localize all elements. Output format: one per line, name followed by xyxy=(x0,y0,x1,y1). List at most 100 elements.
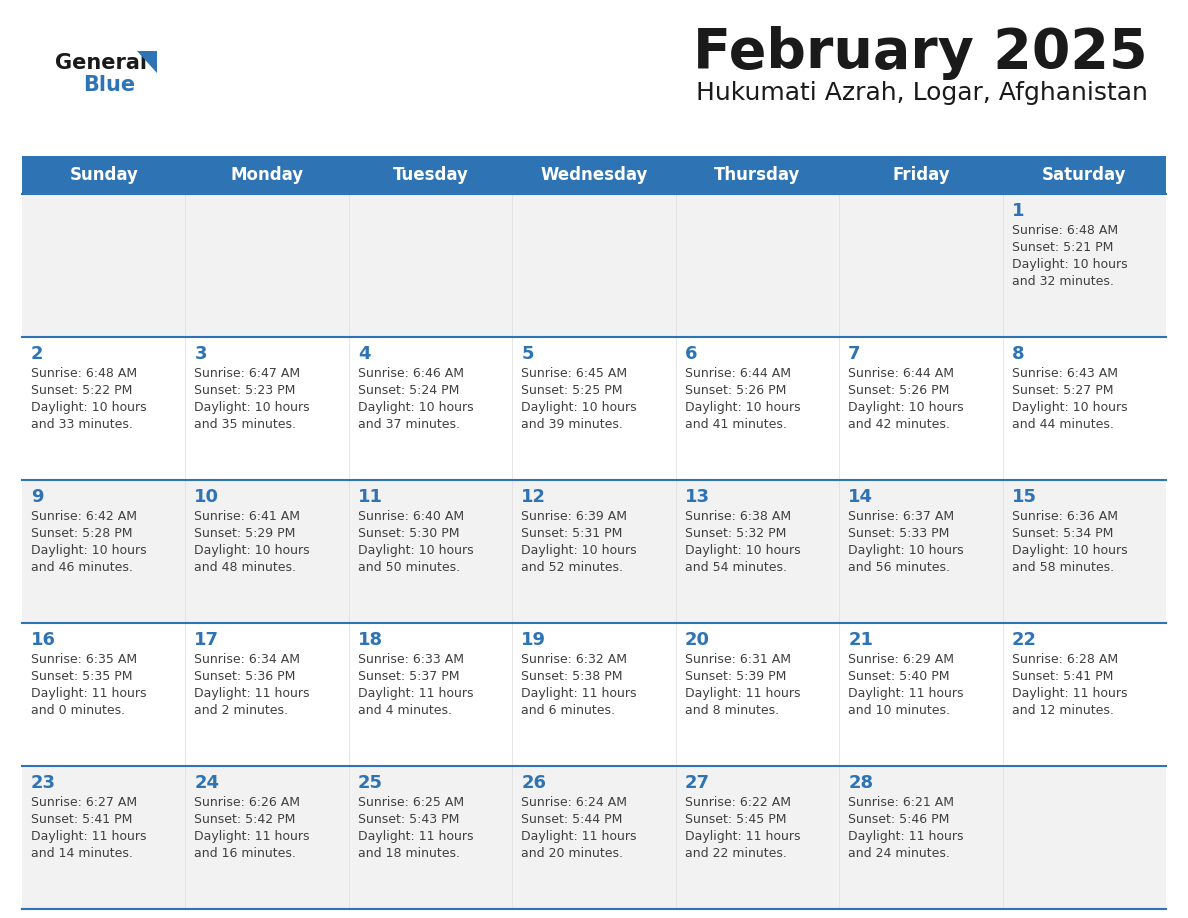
Text: Sunrise: 6:28 AM: Sunrise: 6:28 AM xyxy=(1011,653,1118,666)
Text: Daylight: 11 hours: Daylight: 11 hours xyxy=(358,830,473,843)
Text: 1: 1 xyxy=(1011,202,1024,220)
Text: Sunrise: 6:25 AM: Sunrise: 6:25 AM xyxy=(358,796,465,809)
Text: 12: 12 xyxy=(522,488,546,506)
Text: Sunset: 5:43 PM: Sunset: 5:43 PM xyxy=(358,813,460,826)
Text: Sunset: 5:37 PM: Sunset: 5:37 PM xyxy=(358,670,460,683)
Text: Sunset: 5:40 PM: Sunset: 5:40 PM xyxy=(848,670,949,683)
Text: and 6 minutes.: and 6 minutes. xyxy=(522,704,615,717)
Text: Daylight: 11 hours: Daylight: 11 hours xyxy=(522,830,637,843)
Text: Sunset: 5:36 PM: Sunset: 5:36 PM xyxy=(195,670,296,683)
Text: 23: 23 xyxy=(31,774,56,792)
Text: and 48 minutes.: and 48 minutes. xyxy=(195,561,297,574)
Text: Sunrise: 6:33 AM: Sunrise: 6:33 AM xyxy=(358,653,463,666)
Text: Sunset: 5:28 PM: Sunset: 5:28 PM xyxy=(31,527,133,540)
Text: 25: 25 xyxy=(358,774,383,792)
Text: and 44 minutes.: and 44 minutes. xyxy=(1011,418,1113,431)
Text: Sunset: 5:24 PM: Sunset: 5:24 PM xyxy=(358,384,460,397)
Text: 19: 19 xyxy=(522,631,546,649)
Text: 2: 2 xyxy=(31,345,44,363)
Text: and 8 minutes.: and 8 minutes. xyxy=(684,704,779,717)
Text: and 54 minutes.: and 54 minutes. xyxy=(684,561,786,574)
Bar xyxy=(23,337,1165,480)
Text: Sunrise: 6:27 AM: Sunrise: 6:27 AM xyxy=(31,796,137,809)
Text: 17: 17 xyxy=(195,631,220,649)
Text: Sunrise: 6:36 AM: Sunrise: 6:36 AM xyxy=(1011,510,1118,523)
Text: Daylight: 10 hours: Daylight: 10 hours xyxy=(848,544,963,557)
Text: and 41 minutes.: and 41 minutes. xyxy=(684,418,786,431)
Text: and 46 minutes.: and 46 minutes. xyxy=(31,561,133,574)
Text: Sunrise: 6:47 AM: Sunrise: 6:47 AM xyxy=(195,367,301,380)
Bar xyxy=(23,623,1165,766)
Text: and 58 minutes.: and 58 minutes. xyxy=(1011,561,1113,574)
Text: 16: 16 xyxy=(31,631,56,649)
Text: Daylight: 10 hours: Daylight: 10 hours xyxy=(358,401,474,414)
Text: 7: 7 xyxy=(848,345,860,363)
Text: and 39 minutes.: and 39 minutes. xyxy=(522,418,624,431)
Text: Daylight: 10 hours: Daylight: 10 hours xyxy=(1011,401,1127,414)
Text: Daylight: 11 hours: Daylight: 11 hours xyxy=(358,687,473,700)
Text: Friday: Friday xyxy=(892,166,949,184)
Text: Sunset: 5:26 PM: Sunset: 5:26 PM xyxy=(848,384,949,397)
Text: Tuesday: Tuesday xyxy=(392,166,468,184)
Text: 26: 26 xyxy=(522,774,546,792)
Text: and 14 minutes.: and 14 minutes. xyxy=(31,847,133,860)
Text: Daylight: 11 hours: Daylight: 11 hours xyxy=(684,687,801,700)
Text: Sunset: 5:34 PM: Sunset: 5:34 PM xyxy=(1011,527,1113,540)
Text: and 22 minutes.: and 22 minutes. xyxy=(684,847,786,860)
Text: Sunset: 5:21 PM: Sunset: 5:21 PM xyxy=(1011,241,1113,254)
Text: 4: 4 xyxy=(358,345,371,363)
Text: 13: 13 xyxy=(684,488,709,506)
Text: Sunset: 5:41 PM: Sunset: 5:41 PM xyxy=(31,813,132,826)
Text: Hukumati Azrah, Logar, Afghanistan: Hukumati Azrah, Logar, Afghanistan xyxy=(696,81,1148,105)
Text: 15: 15 xyxy=(1011,488,1037,506)
Text: Sunrise: 6:32 AM: Sunrise: 6:32 AM xyxy=(522,653,627,666)
Text: Sunrise: 6:37 AM: Sunrise: 6:37 AM xyxy=(848,510,954,523)
Text: and 4 minutes.: and 4 minutes. xyxy=(358,704,451,717)
Text: Daylight: 10 hours: Daylight: 10 hours xyxy=(195,401,310,414)
Text: 5: 5 xyxy=(522,345,533,363)
Text: Daylight: 11 hours: Daylight: 11 hours xyxy=(522,687,637,700)
Text: 14: 14 xyxy=(848,488,873,506)
Text: Sunset: 5:31 PM: Sunset: 5:31 PM xyxy=(522,527,623,540)
Text: 22: 22 xyxy=(1011,631,1037,649)
Text: Daylight: 11 hours: Daylight: 11 hours xyxy=(848,830,963,843)
Text: Daylight: 11 hours: Daylight: 11 hours xyxy=(195,830,310,843)
Text: Sunset: 5:27 PM: Sunset: 5:27 PM xyxy=(1011,384,1113,397)
Text: 3: 3 xyxy=(195,345,207,363)
Text: Daylight: 10 hours: Daylight: 10 hours xyxy=(1011,544,1127,557)
Text: Sunrise: 6:41 AM: Sunrise: 6:41 AM xyxy=(195,510,301,523)
Text: Sunrise: 6:24 AM: Sunrise: 6:24 AM xyxy=(522,796,627,809)
Text: and 33 minutes.: and 33 minutes. xyxy=(31,418,133,431)
Text: Sunset: 5:46 PM: Sunset: 5:46 PM xyxy=(848,813,949,826)
Text: Sunrise: 6:31 AM: Sunrise: 6:31 AM xyxy=(684,653,791,666)
Text: Sunrise: 6:38 AM: Sunrise: 6:38 AM xyxy=(684,510,791,523)
Text: 28: 28 xyxy=(848,774,873,792)
Text: 20: 20 xyxy=(684,631,709,649)
Text: and 16 minutes.: and 16 minutes. xyxy=(195,847,296,860)
Text: and 10 minutes.: and 10 minutes. xyxy=(848,704,950,717)
Text: and 42 minutes.: and 42 minutes. xyxy=(848,418,950,431)
Text: Sunset: 5:23 PM: Sunset: 5:23 PM xyxy=(195,384,296,397)
Text: and 2 minutes.: and 2 minutes. xyxy=(195,704,289,717)
Text: February 2025: February 2025 xyxy=(694,26,1148,80)
Polygon shape xyxy=(137,51,157,73)
Text: Sunrise: 6:39 AM: Sunrise: 6:39 AM xyxy=(522,510,627,523)
Text: General: General xyxy=(55,53,147,73)
Text: Daylight: 11 hours: Daylight: 11 hours xyxy=(195,687,310,700)
Text: Sunset: 5:42 PM: Sunset: 5:42 PM xyxy=(195,813,296,826)
Text: Monday: Monday xyxy=(230,166,304,184)
Bar xyxy=(23,480,1165,623)
Text: Sunset: 5:26 PM: Sunset: 5:26 PM xyxy=(684,384,786,397)
Text: 9: 9 xyxy=(31,488,44,506)
Text: Sunrise: 6:43 AM: Sunrise: 6:43 AM xyxy=(1011,367,1118,380)
Text: Sunrise: 6:48 AM: Sunrise: 6:48 AM xyxy=(1011,224,1118,237)
Text: Sunset: 5:33 PM: Sunset: 5:33 PM xyxy=(848,527,949,540)
Text: Sunrise: 6:46 AM: Sunrise: 6:46 AM xyxy=(358,367,463,380)
Text: and 20 minutes.: and 20 minutes. xyxy=(522,847,624,860)
Text: and 52 minutes.: and 52 minutes. xyxy=(522,561,624,574)
Text: Daylight: 11 hours: Daylight: 11 hours xyxy=(848,687,963,700)
Text: Sunrise: 6:22 AM: Sunrise: 6:22 AM xyxy=(684,796,791,809)
Text: Sunset: 5:30 PM: Sunset: 5:30 PM xyxy=(358,527,460,540)
Text: Daylight: 10 hours: Daylight: 10 hours xyxy=(31,544,146,557)
Text: 27: 27 xyxy=(684,774,709,792)
